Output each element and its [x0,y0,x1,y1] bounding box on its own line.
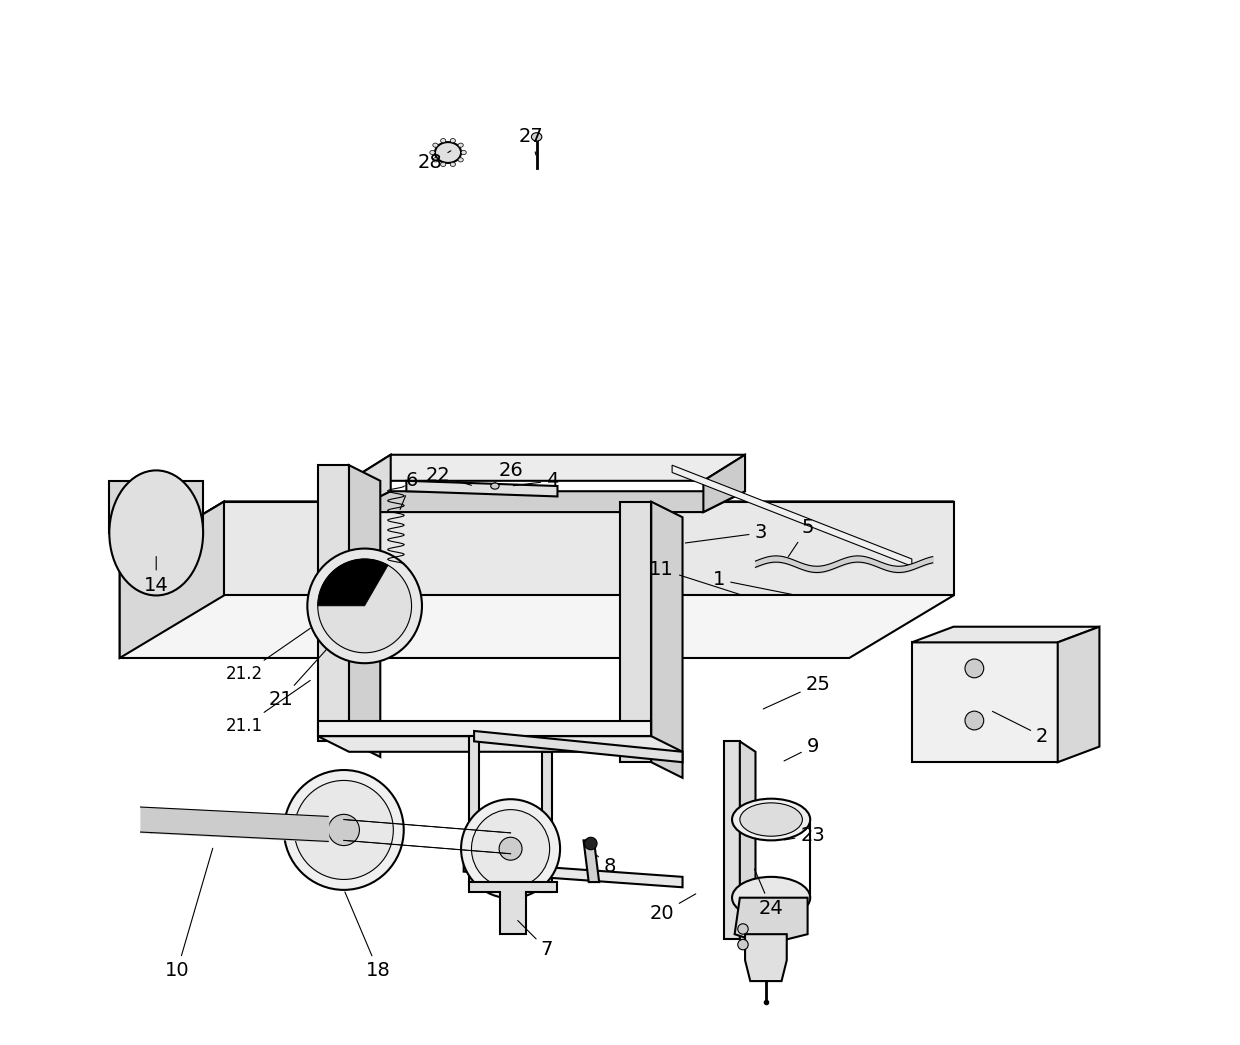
Ellipse shape [461,150,466,155]
Ellipse shape [440,139,446,143]
Text: 23: 23 [784,826,825,844]
Ellipse shape [532,133,542,141]
Ellipse shape [294,781,393,880]
Text: 14: 14 [144,557,169,595]
Text: 8: 8 [596,855,616,876]
Polygon shape [703,455,745,512]
Text: 9: 9 [784,737,818,761]
Ellipse shape [329,814,360,845]
Text: 27: 27 [520,127,544,155]
Ellipse shape [450,139,455,143]
Ellipse shape [435,142,461,163]
Ellipse shape [738,924,748,934]
Polygon shape [469,882,558,934]
Ellipse shape [738,939,748,950]
Text: 18: 18 [345,892,391,980]
Ellipse shape [433,143,438,147]
Ellipse shape [500,837,522,860]
Polygon shape [620,502,651,762]
Polygon shape [651,502,682,777]
Polygon shape [317,736,682,751]
Ellipse shape [584,837,598,850]
Text: 3: 3 [686,524,766,543]
Polygon shape [224,502,954,596]
Text: 28: 28 [418,150,451,172]
Polygon shape [120,502,954,564]
Polygon shape [745,934,786,981]
Text: 7: 7 [518,921,553,959]
Polygon shape [317,720,651,736]
Ellipse shape [430,150,435,155]
Ellipse shape [965,712,983,729]
Polygon shape [348,455,745,481]
Ellipse shape [433,158,438,162]
Polygon shape [672,465,911,566]
Text: 26: 26 [495,461,523,483]
Polygon shape [348,465,381,757]
Ellipse shape [740,803,802,836]
Ellipse shape [965,659,983,678]
Ellipse shape [284,770,404,890]
Polygon shape [120,502,224,658]
Text: 25: 25 [764,674,831,709]
Text: 20: 20 [650,893,696,923]
Polygon shape [724,741,740,939]
Polygon shape [740,741,755,950]
Ellipse shape [450,162,455,166]
Text: 11: 11 [650,560,740,595]
Ellipse shape [440,162,446,166]
Text: 5: 5 [789,518,813,557]
Text: 2: 2 [992,712,1048,746]
Polygon shape [911,627,1100,643]
Polygon shape [120,502,954,658]
Polygon shape [348,491,745,512]
Ellipse shape [458,143,464,147]
Ellipse shape [471,810,549,888]
Ellipse shape [461,799,560,899]
Text: 21.2: 21.2 [226,628,310,682]
Polygon shape [109,481,203,533]
Ellipse shape [317,559,412,653]
Ellipse shape [732,798,810,840]
Text: 24: 24 [754,869,784,918]
Polygon shape [348,455,391,512]
Polygon shape [542,751,552,892]
Polygon shape [584,840,599,882]
Ellipse shape [308,549,422,664]
Polygon shape [474,730,682,762]
Polygon shape [317,465,348,741]
Text: 6: 6 [401,471,418,510]
Polygon shape [911,643,1058,762]
Text: 21: 21 [269,650,326,710]
Wedge shape [317,559,388,606]
Text: 10: 10 [165,849,213,980]
Ellipse shape [109,470,203,596]
Polygon shape [469,736,480,882]
Polygon shape [464,861,682,887]
Polygon shape [734,898,807,945]
Polygon shape [407,481,558,496]
Text: 1: 1 [713,571,795,595]
Polygon shape [1058,627,1100,762]
Ellipse shape [732,877,810,919]
Ellipse shape [491,483,500,489]
Text: 21.1: 21.1 [226,680,310,735]
Text: 22: 22 [425,466,471,485]
Text: 4: 4 [513,471,558,490]
Ellipse shape [458,158,464,162]
